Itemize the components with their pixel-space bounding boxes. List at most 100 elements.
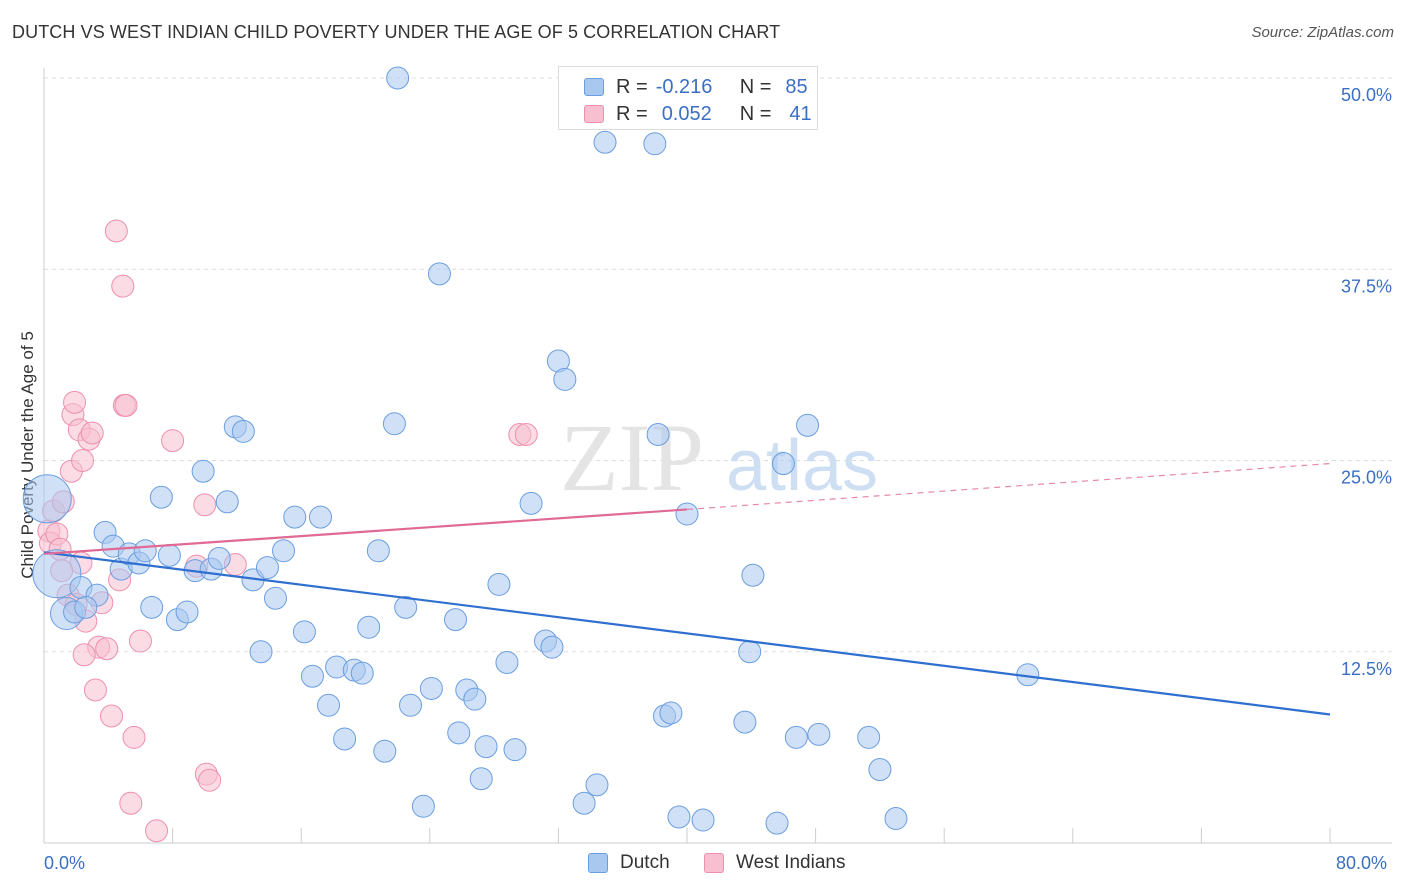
watermark-zip: ZIP — [560, 404, 704, 511]
dutch-point — [74, 595, 98, 619]
dutch-point — [553, 367, 577, 391]
dutch-n-label: N = — [739, 75, 772, 98]
dutch-point — [386, 66, 410, 90]
dutch-point — [249, 640, 273, 664]
dutch-point — [667, 805, 691, 829]
dutch-legend-label: Dutch — [620, 852, 670, 873]
dutch-point — [255, 556, 279, 580]
dutch-point — [447, 721, 471, 745]
wi-r-value: 0.052 — [661, 102, 712, 125]
west-indians-point — [111, 274, 135, 298]
dutch-point — [207, 546, 231, 570]
dutch-trend-line — [43, 551, 1331, 716]
dutch-point — [487, 572, 511, 596]
dutch-point — [784, 725, 808, 749]
legend-item-west-indians: West Indians — [704, 852, 845, 874]
dutch-point — [733, 710, 757, 734]
dutch-point — [857, 725, 881, 749]
west-indians-point — [198, 768, 222, 792]
dutch-point — [382, 412, 406, 436]
dutch-legend-swatch — [588, 853, 608, 873]
dutch-point — [399, 693, 423, 717]
dutch-point — [765, 811, 789, 835]
dutch-point — [646, 422, 670, 446]
dutch-point — [272, 539, 296, 563]
west-indians-point — [95, 637, 119, 661]
dutch-point — [292, 620, 316, 644]
dutch-point — [411, 794, 435, 818]
west-indians-point — [83, 678, 107, 702]
dutch-point — [771, 452, 795, 476]
legend-row-dutch: R = -0.216 N = 85 — [584, 76, 808, 98]
dutch-point — [133, 539, 157, 563]
source-credit: Source: ZipAtlas.com — [1251, 24, 1394, 41]
dutch-point — [333, 727, 357, 751]
dutch-point — [463, 687, 487, 711]
y-tick-label: 12.5% — [1341, 659, 1392, 679]
trend-lines — [43, 462, 1331, 716]
correlation-legend: R = -0.216 N = 85 R = 0.052 N = 41 — [558, 66, 818, 130]
dutch-point — [157, 543, 181, 567]
west-indians-point — [128, 629, 152, 653]
dutch-r-label: R = — [616, 75, 648, 98]
watermark-atlas: atlas — [726, 426, 878, 506]
dutch-point — [659, 701, 683, 725]
dutch-point — [366, 539, 390, 563]
x-tick-min: 0.0% — [44, 853, 86, 873]
chart-title: DUTCH VS WEST INDIAN CHILD POVERTY UNDER… — [12, 22, 781, 42]
dutch-point — [283, 505, 307, 529]
west-indians-point — [72, 643, 96, 667]
dutch-point — [796, 413, 820, 437]
west-indians-point — [80, 421, 104, 445]
west-indians-legend-label: West Indians — [736, 852, 846, 873]
west-indians-point — [104, 219, 128, 243]
series-legend: Dutch West Indians — [0, 852, 1406, 878]
dutch-point — [691, 808, 715, 832]
axes — [43, 68, 1392, 844]
dutch-point — [149, 485, 173, 509]
dutch-point — [469, 767, 493, 791]
dutch-point — [474, 735, 498, 759]
dutch-point — [394, 595, 418, 619]
y-tick-label: 50.0% — [1341, 85, 1392, 105]
dutch-point — [22, 474, 72, 524]
dutch-point — [357, 615, 381, 639]
dutch-point — [427, 262, 451, 286]
west-indians-point — [193, 493, 217, 517]
west-indians-legend-swatch — [704, 853, 724, 873]
dutch-point — [308, 505, 332, 529]
legend-row-west-indians: R = 0.052 N = 41 — [584, 103, 812, 125]
west-indians-point — [119, 791, 143, 815]
dutch-point — [540, 635, 564, 659]
y-tick-label: 37.5% — [1341, 276, 1392, 296]
west-indians-trend-line — [43, 508, 688, 555]
y-tick-labels: 50.0% 37.5% 25.0% 12.5% — [1341, 85, 1392, 679]
west-indians-point — [122, 725, 146, 749]
dutch-point — [231, 419, 255, 443]
dutch-r-value: -0.216 — [655, 75, 713, 98]
dutch-point — [373, 739, 397, 763]
dutch-point — [503, 738, 527, 762]
west-indians-point — [145, 819, 169, 843]
dutch-n-value: 85 — [785, 75, 808, 98]
west-indians-trend-extension — [686, 462, 1331, 511]
wi-n-label: N = — [739, 102, 772, 125]
dutch-swatch — [584, 78, 604, 96]
dutch-point — [585, 773, 609, 797]
west-indians-point — [71, 449, 95, 472]
wi-n-value: 41 — [789, 102, 812, 125]
dutch-point — [444, 608, 468, 632]
dutch-point — [419, 676, 443, 700]
dutch-point — [263, 586, 287, 610]
wi-r-label: R = — [616, 102, 648, 125]
dutch-point — [868, 758, 892, 782]
dutch-point — [884, 807, 908, 831]
west-indians-point — [514, 422, 538, 446]
dutch-point — [191, 459, 215, 483]
dutch-point — [643, 132, 667, 156]
legend-item-dutch: Dutch — [588, 852, 670, 874]
west-indians-point — [100, 704, 124, 728]
west-indians-point — [114, 393, 138, 417]
dutch-point — [572, 791, 596, 815]
dutch-point — [593, 130, 617, 154]
